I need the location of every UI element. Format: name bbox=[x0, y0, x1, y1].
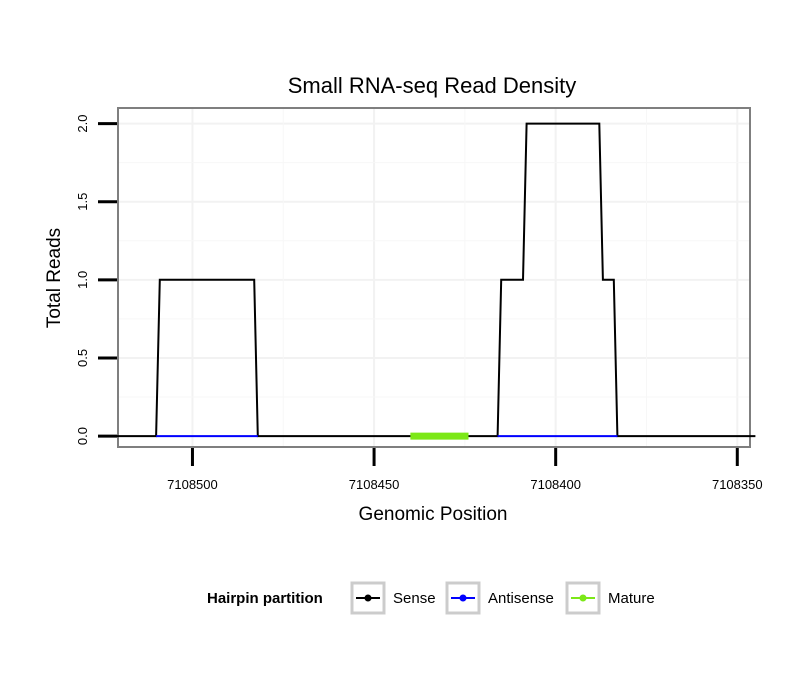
legend-key-sense-dot bbox=[364, 594, 372, 602]
legend-label-mature: Mature bbox=[608, 590, 655, 607]
x-axis-title: Genomic Position bbox=[359, 504, 508, 525]
y-tick-label-1: 0.5 bbox=[75, 349, 90, 367]
y-tick-label-0: 0.0 bbox=[75, 427, 90, 445]
legend: Hairpin partition Sense Antisense Mature bbox=[207, 581, 655, 615]
legend-label-sense: Sense bbox=[393, 590, 436, 607]
legend-label-antisense: Antisense bbox=[488, 590, 554, 607]
legend-key-antisense-dot bbox=[459, 594, 467, 602]
x-axis: 7108500 7108450 7108400 7108350 bbox=[167, 448, 763, 492]
x-tick-label-0: 7108500 bbox=[167, 477, 218, 492]
series-layer bbox=[116, 122, 756, 440]
x-tick-label-1: 7108450 bbox=[349, 477, 400, 492]
legend-key-mature-dot bbox=[579, 594, 587, 602]
plot-panel bbox=[117, 107, 751, 448]
y-tick-label-2: 1.0 bbox=[75, 271, 90, 289]
legend-entry-sense: Sense bbox=[350, 581, 436, 615]
y-axis-title: Total Reads bbox=[44, 228, 65, 328]
legend-entry-mature: Mature bbox=[565, 581, 655, 615]
x-tick-label-3: 7108350 bbox=[712, 477, 763, 492]
y-tick-label-3: 1.5 bbox=[75, 193, 90, 211]
y-axis: 0.0 0.5 1.0 1.5 2.0 bbox=[75, 115, 117, 445]
legend-title: Hairpin partition bbox=[207, 590, 323, 607]
x-tick-label-2: 7108400 bbox=[530, 477, 581, 492]
series-line-sense bbox=[116, 122, 756, 438]
legend-entry-antisense: Antisense bbox=[445, 581, 554, 615]
chart-title: Small RNA-seq Read Density bbox=[288, 73, 577, 98]
y-tick-label-4: 2.0 bbox=[75, 115, 90, 133]
